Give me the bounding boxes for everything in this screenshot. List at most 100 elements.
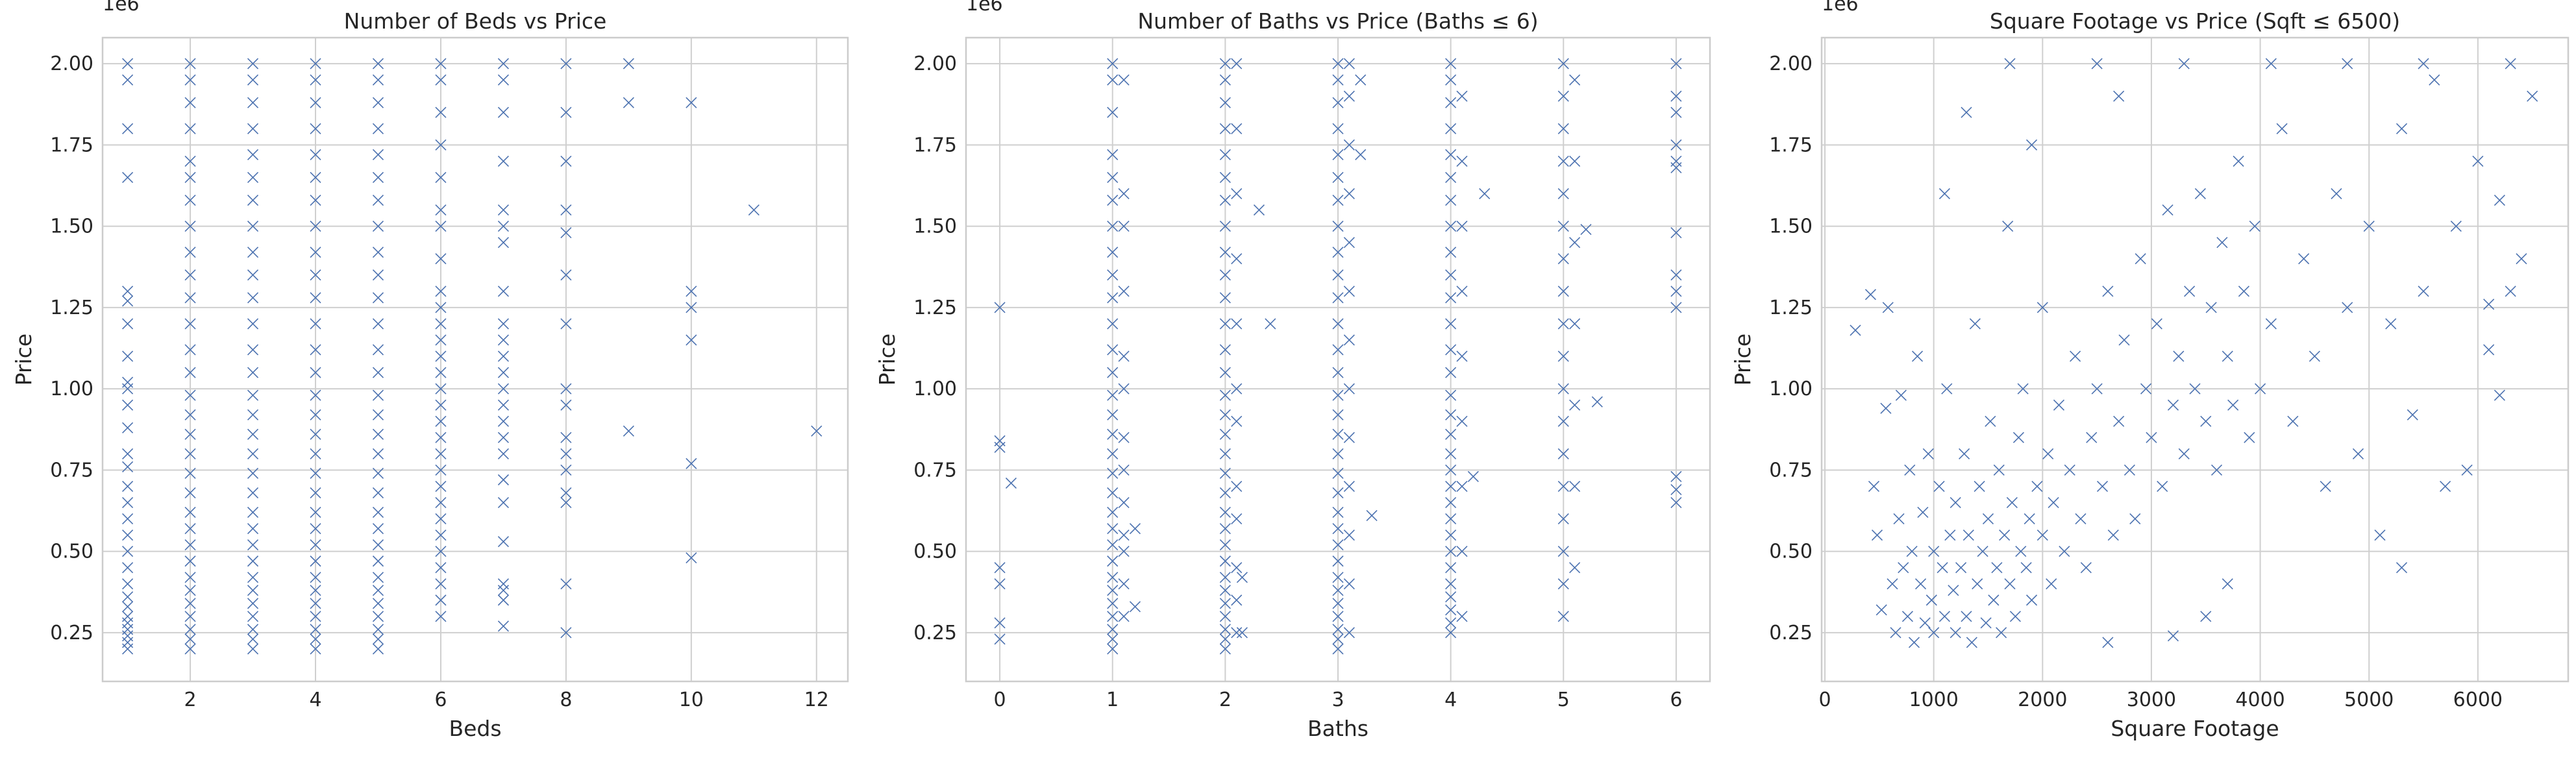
- data-point: [1890, 627, 1901, 639]
- data-point: [1332, 97, 1344, 108]
- data-point: [497, 155, 509, 167]
- data-point: [184, 292, 196, 304]
- data-point: [748, 204, 760, 216]
- y-tick-label: 0.50: [913, 541, 957, 563]
- data-point: [2494, 389, 2505, 401]
- data-point: [1445, 58, 1457, 69]
- data-point: [497, 536, 509, 548]
- data-point: [372, 269, 384, 281]
- data-point: [372, 58, 384, 69]
- data-point: [1219, 123, 1231, 134]
- data-point: [1557, 448, 1569, 459]
- data-point: [811, 425, 823, 437]
- data-point: [184, 389, 196, 401]
- data-point: [1557, 318, 1569, 330]
- data-point: [560, 318, 572, 330]
- y-tick-label: 2.00: [1769, 53, 1813, 75]
- data-point: [1219, 572, 1231, 583]
- data-point: [122, 611, 134, 622]
- data-point: [497, 432, 509, 443]
- chart-title: Number of Baths vs Price (Baths ≤ 6): [1137, 8, 1538, 34]
- data-point: [1948, 585, 1959, 596]
- data-point: [2075, 513, 2087, 525]
- data-point: [184, 572, 196, 583]
- y-axis-offset-label: 1e6: [1822, 0, 1859, 16]
- data-point: [184, 155, 196, 167]
- data-point: [2320, 480, 2331, 492]
- data-point: [310, 389, 321, 401]
- data-point: [435, 171, 447, 183]
- data-point: [372, 506, 384, 519]
- data-point: [1219, 194, 1231, 206]
- x-tick-label: 2000: [2018, 689, 2067, 711]
- data-point: [1898, 562, 1909, 574]
- data-point: [1231, 383, 1243, 395]
- x-tick-label: 5000: [2344, 689, 2394, 711]
- data-point: [1950, 496, 1961, 509]
- data-point: [1219, 598, 1231, 609]
- chart-panel-baths-vs-price: Number of Baths vs Price (Baths ≤ 6) Bat…: [874, 0, 1711, 741]
- data-point: [1332, 624, 1344, 635]
- data-point: [1332, 389, 1344, 401]
- data-point: [1107, 106, 1119, 118]
- data-point: [2157, 480, 2168, 492]
- scatter-points: [1850, 58, 2538, 648]
- data-point: [1332, 448, 1344, 459]
- data-point: [2102, 286, 2114, 297]
- data-point: [2107, 529, 2119, 541]
- data-point: [1219, 171, 1231, 183]
- data-point: [372, 611, 384, 622]
- y-tick-label: 1.75: [1769, 134, 1813, 156]
- data-point: [1231, 253, 1243, 265]
- data-point: [1557, 350, 1569, 362]
- data-point: [435, 529, 447, 541]
- data-point: [435, 350, 447, 362]
- data-point: [247, 643, 259, 655]
- data-point: [1236, 627, 1248, 639]
- data-point: [1445, 367, 1457, 378]
- data-point: [497, 318, 509, 330]
- data-point: [2178, 58, 2190, 69]
- data-point: [686, 302, 697, 313]
- data-point: [1332, 487, 1344, 498]
- data-point: [372, 367, 384, 378]
- y-tick-label: 2.00: [50, 53, 93, 75]
- data-point: [184, 318, 196, 330]
- data-point: [122, 376, 134, 388]
- data-point: [435, 367, 447, 378]
- data-point: [2440, 480, 2451, 492]
- data-point: [1999, 529, 2011, 541]
- data-point: [1118, 546, 1130, 557]
- data-point: [1569, 155, 1581, 167]
- data-point: [122, 546, 134, 557]
- data-point: [1557, 415, 1569, 427]
- data-point: [2233, 155, 2244, 167]
- data-point: [1456, 221, 1468, 232]
- data-point: [247, 194, 259, 206]
- data-point: [1557, 383, 1569, 395]
- data-point: [1219, 344, 1231, 356]
- chart-title: Number of Beds vs Price: [344, 8, 607, 34]
- data-point: [1901, 611, 1913, 622]
- data-point: [2205, 302, 2217, 313]
- x-tick-label: 3000: [2127, 689, 2176, 711]
- data-point: [1670, 302, 1682, 313]
- data-point: [2113, 90, 2125, 102]
- data-point: [1118, 529, 1130, 541]
- data-point: [122, 448, 134, 459]
- data-point: [497, 221, 509, 232]
- data-point: [1969, 318, 1981, 330]
- data-point: [184, 585, 196, 596]
- data-point: [435, 318, 447, 330]
- data-point: [1569, 237, 1581, 249]
- data-point: [1129, 522, 1141, 535]
- data-point: [310, 585, 321, 596]
- data-point: [310, 572, 321, 583]
- data-point: [1107, 171, 1119, 183]
- data-point: [1332, 572, 1344, 583]
- data-point: [435, 302, 447, 313]
- data-point: [2048, 496, 2059, 509]
- data-point: [2298, 253, 2310, 265]
- data-point: [1118, 496, 1130, 509]
- data-point: [372, 522, 384, 535]
